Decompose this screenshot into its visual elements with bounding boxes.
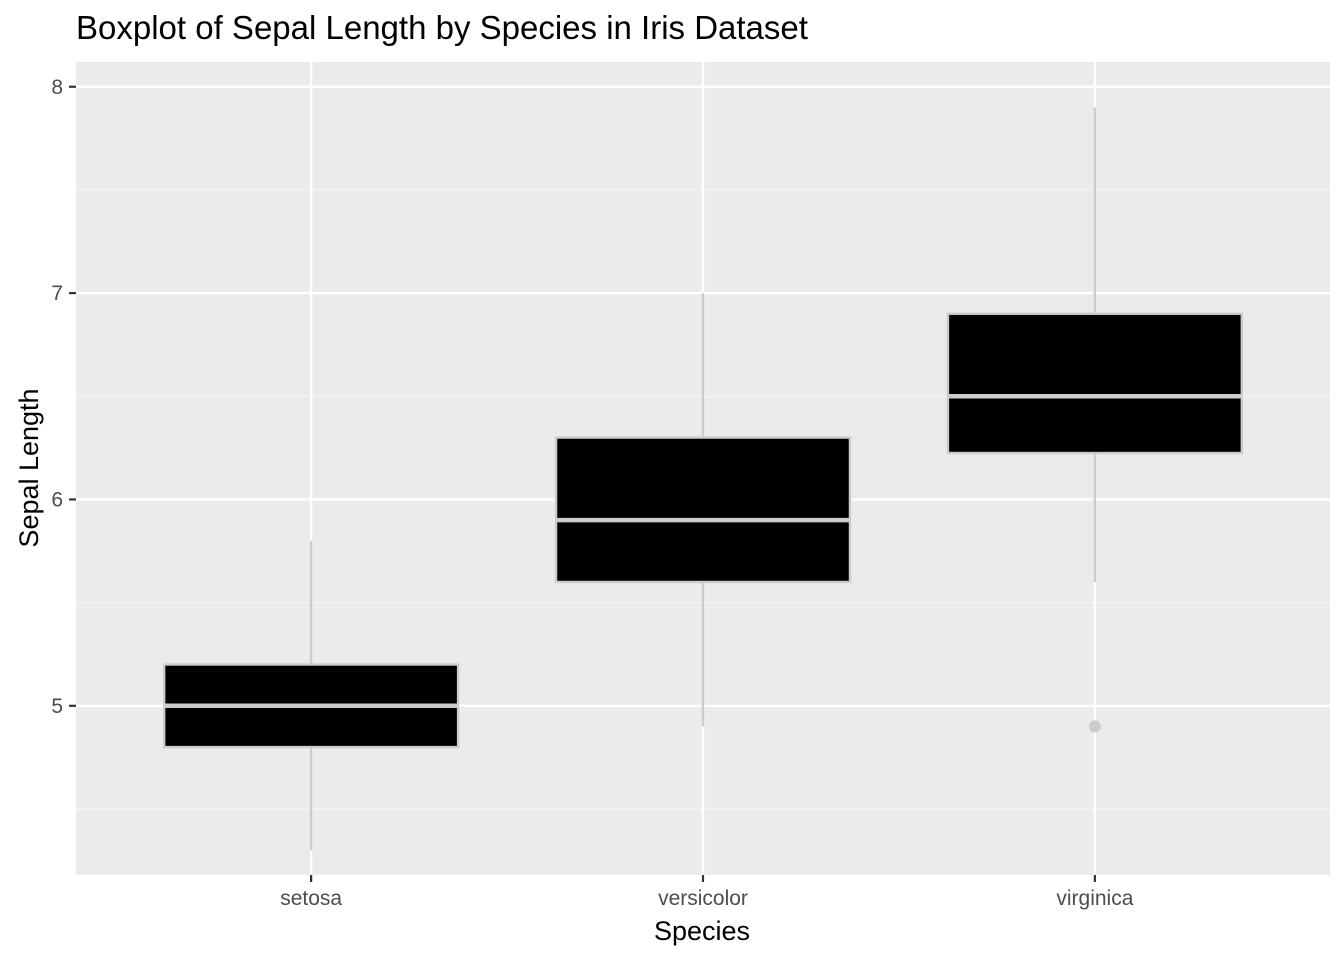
box-versicolor: [554, 293, 852, 727]
y-tick-label: 7: [51, 282, 63, 305]
x-axis: setosa versicolor virginica: [280, 875, 1134, 910]
y-tick-label: 8: [51, 76, 63, 99]
box-iqr: [554, 436, 852, 584]
box-iqr: [946, 312, 1244, 455]
box-virginica: [946, 107, 1244, 733]
y-tick-label: 6: [51, 488, 63, 511]
y-axis: 5 6 7 8: [51, 76, 76, 718]
x-tick-label: versicolor: [658, 887, 748, 910]
chart-title: Boxplot of Sepal Length by Species in Ir…: [76, 9, 808, 46]
outlier-point: [1088, 720, 1101, 733]
boxes-layer: [162, 107, 1244, 851]
x-axis-title: Species: [654, 916, 750, 946]
y-axis-title: Sepal Length: [14, 388, 44, 547]
x-tick-label: setosa: [280, 887, 342, 910]
x-tick-label: virginica: [1056, 887, 1133, 910]
box-setosa: [162, 540, 460, 851]
y-tick-label: 5: [51, 695, 63, 718]
